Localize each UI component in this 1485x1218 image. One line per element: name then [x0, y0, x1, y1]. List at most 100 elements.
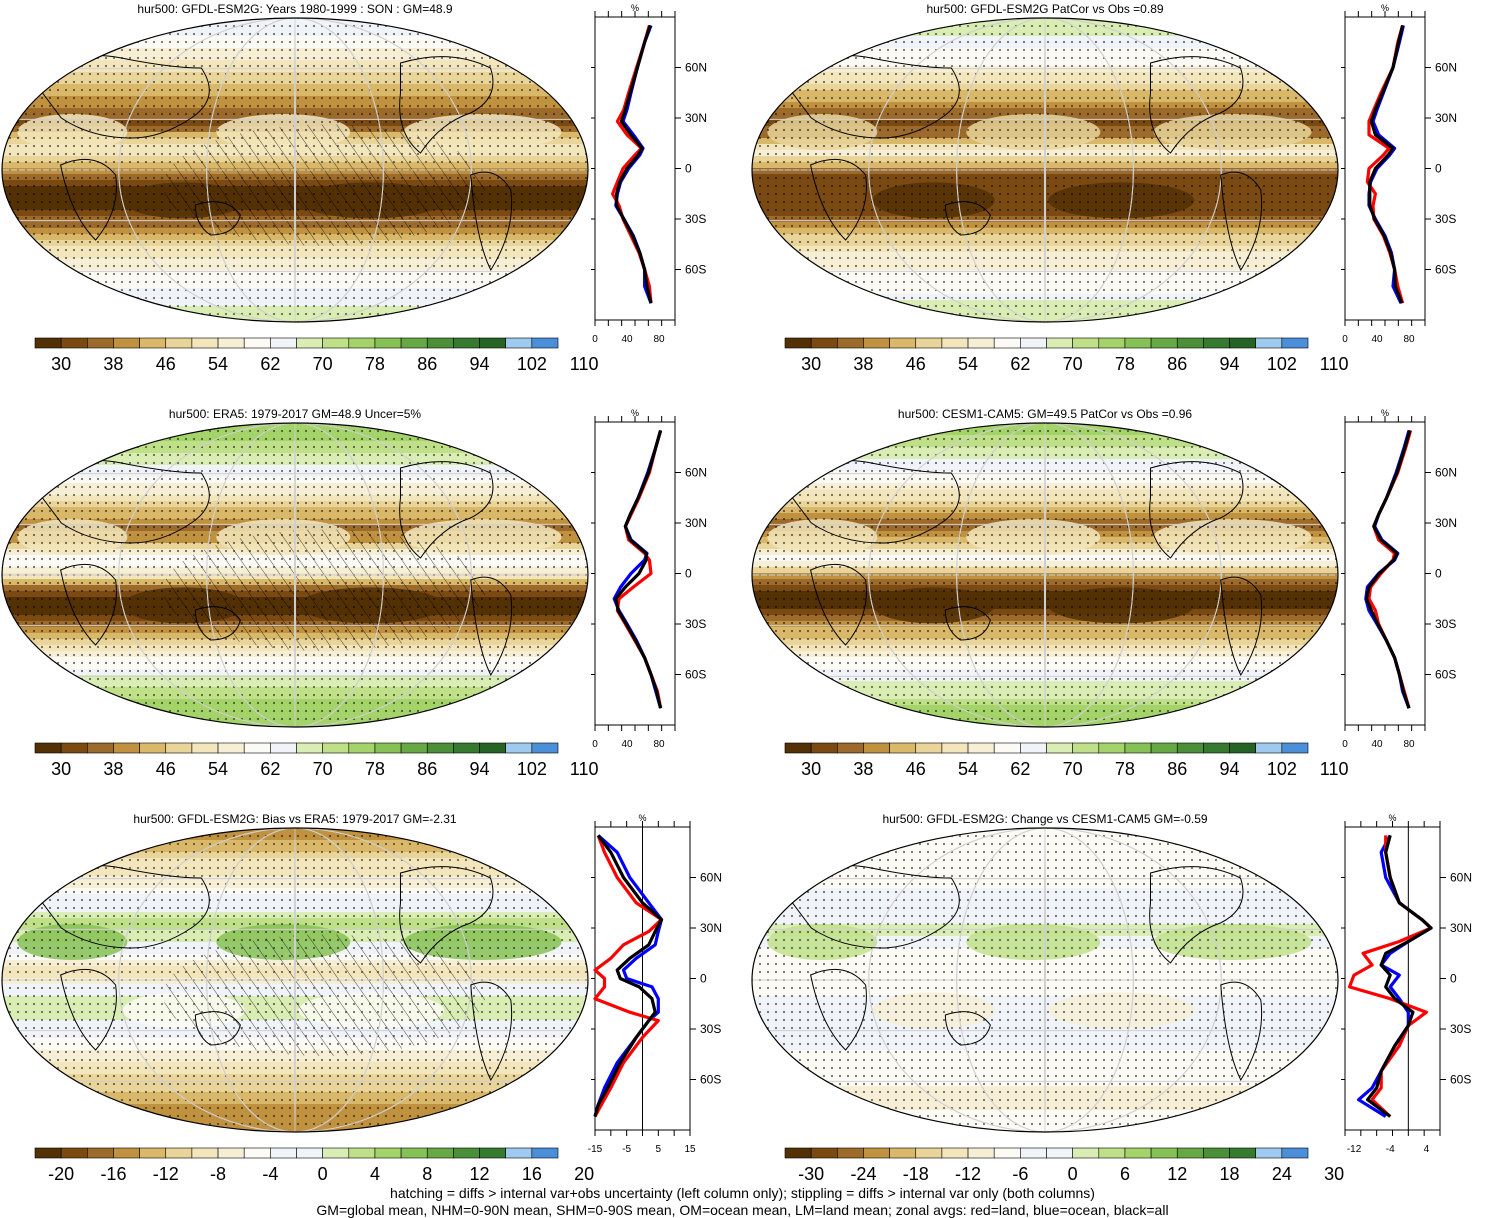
profile-line-all	[1364, 429, 1412, 709]
colorbar-swatch	[1150, 742, 1178, 754]
colorbar-tick-label: 6	[1120, 1164, 1130, 1184]
colorbar-swatch	[453, 1147, 480, 1159]
colorbar-tick-label: 78	[1115, 354, 1135, 374]
colorbar-tick-label: -8	[210, 1164, 226, 1184]
colorbar-tick-label: 12	[1167, 1164, 1187, 1184]
colorbar-swatch	[810, 1147, 838, 1159]
colorbar-swatch	[191, 337, 219, 349]
colorbar-tick-label: 30	[51, 354, 71, 374]
colorbar-swatch	[400, 337, 428, 349]
colorbar-swatch	[113, 742, 140, 754]
colorbar-swatch	[1020, 1147, 1047, 1159]
colorbar-swatch	[1046, 337, 1073, 349]
colorbar-swatch	[60, 1147, 88, 1159]
figure-panel-p2: hur500: GFDL-ESM2G PatCor vs Obs =0.89 30…	[750, 0, 1485, 380]
profile-x-tick-label: 40	[621, 334, 633, 345]
colorbar-swatch	[243, 1147, 271, 1159]
colorbar-swatch	[1229, 742, 1256, 754]
colorbar-swatch	[1046, 1147, 1073, 1159]
colorbar-swatch	[113, 1147, 140, 1159]
colorbar-tick-label: 12	[470, 1164, 490, 1184]
colorbar-swatch	[400, 742, 428, 754]
colorbar-tick-label: 30	[51, 759, 71, 779]
figure-panel-p6: hur500: GFDL-ESM2G: Change vs CESM1-CAM5…	[750, 810, 1485, 1190]
colorbar-swatch	[915, 742, 943, 754]
colorbar-tick-label: -12	[153, 1164, 179, 1184]
colorbar-swatch	[34, 337, 62, 349]
colorbar-swatch	[1176, 337, 1204, 349]
colorbar-swatch	[784, 742, 812, 754]
colorbar: 30 38 46 54 62 70 78 86 94 102 110	[784, 337, 1349, 374]
colorbar-swatch	[426, 1147, 454, 1159]
colorbar-swatch	[87, 1147, 114, 1159]
colorbar-tick-label: 70	[1063, 759, 1083, 779]
map-border	[1, 827, 589, 1133]
colorbar-swatch	[1150, 337, 1178, 349]
lat-tick-label: 30N	[1435, 111, 1457, 125]
colorbar-swatch	[1229, 337, 1256, 349]
colorbar-swatch	[296, 1147, 323, 1159]
lat-tick-label: 30S	[1435, 617, 1456, 631]
zonal-profile: % 60N 30N 0 30S 60S 0 40 80	[1341, 3, 1457, 345]
colorbar: 30 38 46 54 62 70 78 86 94 102 110	[34, 337, 599, 374]
map-border	[751, 17, 1339, 323]
colorbar-swatch	[1124, 742, 1152, 754]
colorbar-swatch	[453, 337, 480, 349]
panel-title: hur500: GFDL-ESM2G: Years 1980-1999 : SO…	[137, 2, 453, 16]
colorbar-swatch	[784, 337, 812, 349]
colorbar-tick-label: 78	[365, 354, 385, 374]
colorbar: 30 38 46 54 62 70 78 86 94 102 110	[784, 742, 1349, 779]
colorbar-swatch	[1046, 742, 1073, 754]
colorbar-swatch	[1203, 742, 1230, 754]
colorbar-swatch	[993, 742, 1021, 754]
profile-line-all	[1368, 25, 1405, 304]
colorbar-swatch	[837, 1147, 864, 1159]
colorbar-swatch	[993, 337, 1021, 349]
lat-tick-label: 60S	[1450, 1073, 1471, 1087]
lat-tick-label: 60S	[700, 1073, 721, 1087]
profile-unit-label: %	[1388, 813, 1396, 823]
lat-tick-label: 60N	[685, 466, 707, 480]
colorbar-swatch	[165, 1147, 193, 1159]
colorbar-tick-label: 110	[570, 759, 599, 779]
colorbar-swatch	[191, 1147, 219, 1159]
colorbar-swatch	[941, 337, 969, 349]
colorbar-tick-label: 86	[417, 759, 437, 779]
lat-tick-label: 30N	[1435, 516, 1457, 530]
colorbar-swatch	[1203, 1147, 1230, 1159]
colorbar-tick-label: 102	[1267, 759, 1297, 779]
lat-tick-label: 0	[1435, 162, 1442, 176]
colorbar-swatch	[374, 1147, 402, 1159]
lat-tick-label: 30S	[1450, 1022, 1471, 1036]
colorbar-swatch	[322, 742, 350, 754]
colorbar-swatch	[348, 742, 376, 754]
colorbar-swatch	[113, 337, 140, 349]
profile-line-land	[593, 834, 664, 1118]
colorbar-swatch	[1229, 1147, 1256, 1159]
colorbar-tick-label: 46	[906, 354, 926, 374]
colorbar-tick-label: 8	[422, 1164, 432, 1184]
colorbar-tick-label: 62	[1010, 759, 1030, 779]
figure-panel-p3: hur500: ERA5: 1979-2017 GM=48.9 Uncer=5%…	[0, 405, 735, 785]
colorbar-swatch	[426, 337, 454, 349]
colorbar-tick-label: 24	[1272, 1164, 1292, 1184]
colorbar-tick-label: -18	[903, 1164, 929, 1184]
colorbar: -20 -16 -12 -8 -4 0 4 8 12 16 20	[34, 1147, 594, 1184]
profile-x-tick-label: 0	[592, 739, 598, 750]
colorbar-tick-label: 38	[853, 759, 873, 779]
figure-panel-p1: hur500: GFDL-ESM2G: Years 1980-1999 : SO…	[0, 0, 735, 380]
panel-title: hur500: ERA5: 1979-2017 GM=48.9 Uncer=5%	[168, 407, 422, 421]
profile-unit-label: %	[1381, 3, 1389, 13]
panel-title: hur500: GFDL-ESM2G PatCor vs Obs =0.89	[926, 2, 1164, 16]
colorbar-tick-label: 54	[208, 354, 228, 374]
profile-line-all	[614, 24, 653, 304]
colorbar-swatch	[1020, 337, 1047, 349]
profile-line-all	[1365, 834, 1433, 1118]
colorbar-tick-label: 62	[1010, 354, 1030, 374]
colorbar-swatch	[348, 1147, 376, 1159]
colorbar-swatch	[1255, 742, 1283, 754]
colorbar-tick-label: 20	[574, 1164, 594, 1184]
figure-panel-p4: hur500: CESM1-CAM5: GM=49.5 PatCor vs Ob…	[750, 405, 1485, 785]
colorbar-swatch	[810, 742, 838, 754]
lat-tick-label: 60N	[1435, 61, 1457, 75]
